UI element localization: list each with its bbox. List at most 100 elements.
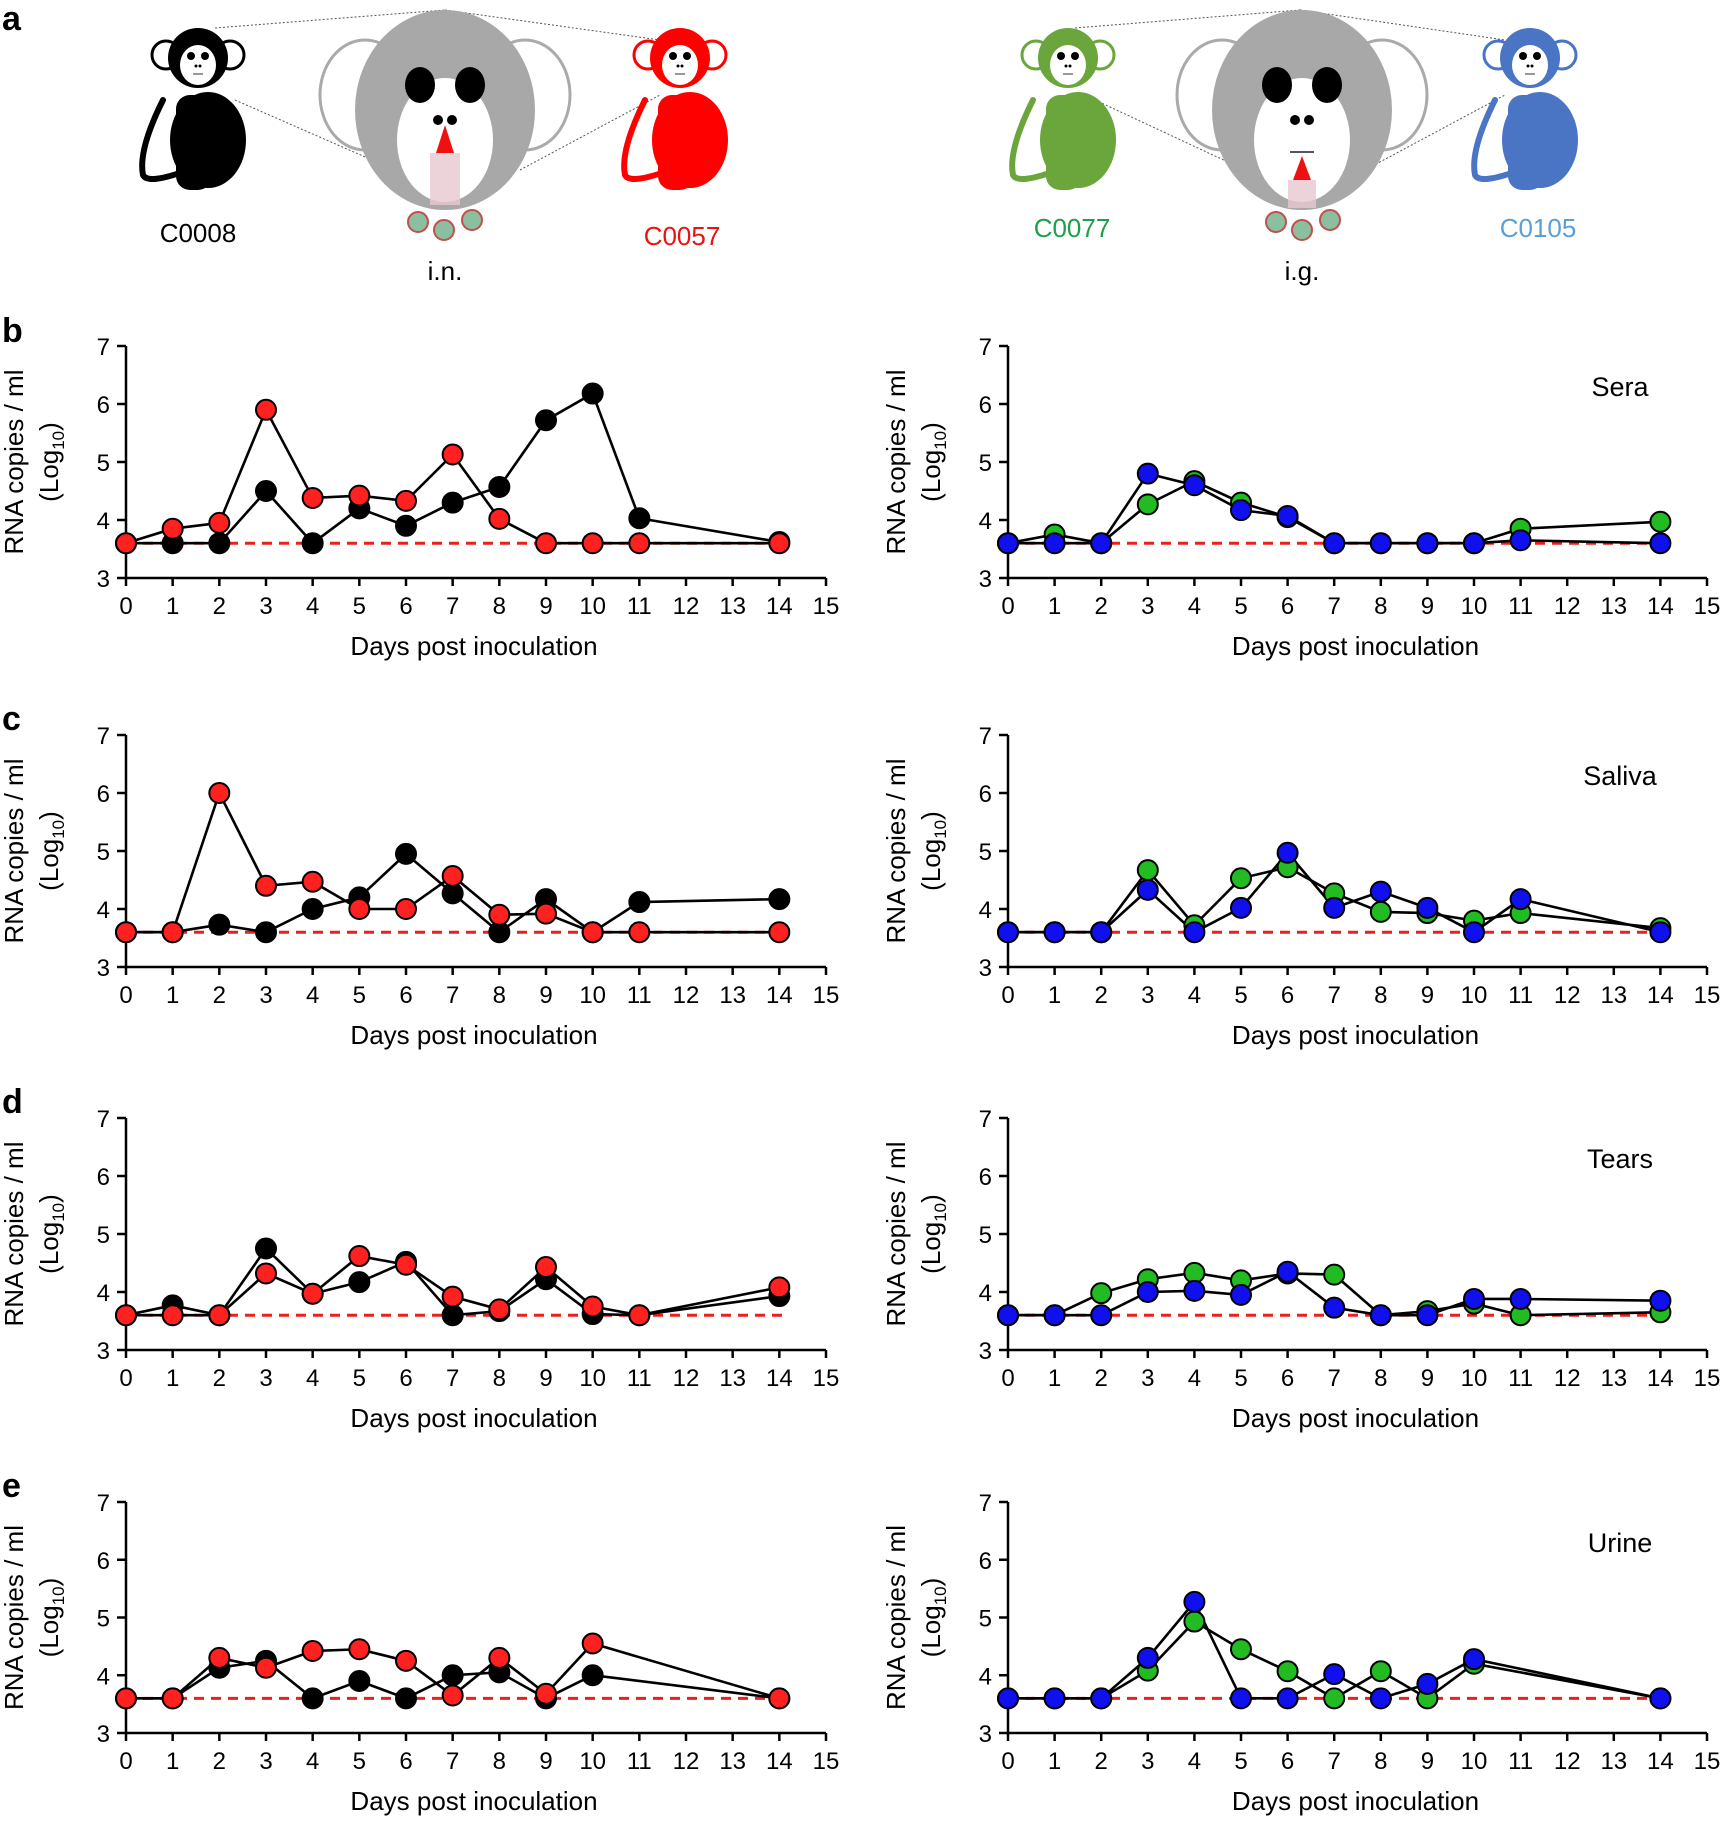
data-point-C0105 — [1369, 532, 1392, 555]
data-point-C0008 — [441, 1304, 464, 1327]
x-tick-label: 13 — [1600, 593, 1627, 620]
y-tick-label: 4 — [97, 1663, 110, 1690]
chart-title: Saliva — [1583, 761, 1658, 791]
y-tick-label: 5 — [979, 450, 992, 477]
y-axis-unit: (Log10) — [916, 1578, 950, 1658]
data-point-C0105 — [1090, 921, 1113, 944]
data-point-C0077 — [1369, 900, 1392, 923]
y-tick-label: 7 — [97, 1490, 110, 1517]
data-point-C0008 — [255, 1237, 277, 1260]
data-point-C0057 — [488, 1646, 511, 1669]
x-tick-label: 7 — [446, 1748, 459, 1775]
data-point-C0105 — [997, 1304, 1019, 1327]
x-tick-label: 3 — [259, 593, 272, 620]
x-tick-label: 0 — [119, 982, 132, 1009]
data-point-C0008 — [395, 1687, 417, 1710]
x-tick-label: 4 — [1188, 593, 1201, 620]
data-point-C0057 — [208, 782, 231, 804]
data-point-C0057 — [535, 1682, 557, 1705]
x-tick-label: 11 — [627, 1748, 652, 1775]
data-point-C0105 — [1136, 1281, 1159, 1303]
x-tick-label: 9 — [539, 1748, 552, 1775]
x-tick-label: 7 — [1328, 1365, 1341, 1392]
y-axis-label: RNA copies / ml — [881, 759, 911, 944]
data-point-C0105 — [1416, 532, 1439, 555]
data-point-C0008 — [628, 891, 651, 914]
data-point-C0008 — [535, 409, 557, 432]
y-tick-label: 4 — [979, 1663, 992, 1690]
x-tick-label: 0 — [1001, 1748, 1014, 1775]
x-tick-label: 4 — [306, 593, 319, 620]
data-point-C0105 — [1416, 1304, 1439, 1327]
data-point-C0008 — [768, 888, 791, 911]
data-point-C0077 — [1276, 1660, 1299, 1683]
animal-label-C0105: C0105 — [1500, 213, 1577, 243]
y-axis-unit: (Log10) — [34, 811, 68, 891]
x-tick-label: 14 — [1647, 1748, 1674, 1775]
x-axis-label: Days post inoculation — [350, 1786, 597, 1816]
x-tick-label: 8 — [493, 1365, 506, 1392]
y-tick-label: 6 — [97, 392, 110, 419]
data-point-C0057 — [488, 1298, 511, 1321]
x-tick-label: 1 — [1048, 593, 1061, 620]
chart-title: Urine — [1588, 1528, 1653, 1558]
x-tick-label: 3 — [1141, 1748, 1154, 1775]
route-label-ig: i.g. — [1285, 256, 1320, 286]
chart-title: Tears — [1587, 1144, 1653, 1174]
data-point-C0105 — [1043, 1304, 1066, 1327]
data-point-C0105 — [997, 1687, 1019, 1710]
data-point-C0008 — [441, 491, 464, 514]
data-point-C0008 — [255, 921, 277, 944]
x-axis-label: Days post inoculation — [1232, 631, 1479, 661]
data-point-C0077 — [1230, 1638, 1252, 1661]
data-point-C0105 — [1416, 896, 1439, 919]
data-point-C0057 — [441, 443, 464, 466]
x-tick-label: 5 — [1234, 982, 1247, 1009]
x-tick-label: 14 — [766, 1748, 793, 1775]
y-tick-label: 6 — [97, 1164, 110, 1191]
data-point-C0057 — [115, 532, 137, 555]
data-point-C0105 — [1230, 1687, 1252, 1710]
x-tick-label: 13 — [1600, 982, 1627, 1009]
y-tick-label: 7 — [979, 723, 992, 750]
x-tick-label: 4 — [306, 1365, 319, 1392]
x-tick-label: 6 — [399, 982, 412, 1009]
data-point-C0057 — [301, 486, 324, 509]
x-tick-label: 11 — [627, 982, 652, 1009]
data-point-C0105 — [1183, 921, 1206, 944]
y-tick-label: 5 — [97, 1606, 110, 1633]
y-tick-label: 6 — [97, 1548, 110, 1575]
series-line-C0057 — [126, 789, 780, 934]
y-axis-label: RNA copies / ml — [881, 1525, 911, 1710]
data-point-C0105 — [1230, 1283, 1252, 1306]
y-tick-label: 5 — [97, 839, 110, 866]
x-tick-label: 11 — [1508, 1365, 1533, 1392]
x-tick-label: 6 — [1281, 1365, 1294, 1392]
x-tick-label: 8 — [1374, 593, 1387, 620]
y-axis-label: RNA copies / ml — [0, 1142, 29, 1327]
x-tick-label: 13 — [719, 1748, 746, 1775]
data-point-C0057 — [395, 489, 417, 512]
data-point-C0057 — [581, 532, 604, 555]
y-tick-label: 5 — [979, 839, 992, 866]
data-point-C0105 — [1276, 1260, 1299, 1283]
x-tick-label: 15 — [1694, 1748, 1721, 1775]
x-tick-label: 0 — [1001, 1365, 1014, 1392]
monkey-face-left-icon — [214, 9, 661, 241]
x-tick-label: 9 — [1421, 1748, 1434, 1775]
data-point-C0057 — [255, 1656, 277, 1679]
data-point-C0105 — [997, 532, 1019, 555]
x-tick-label: 14 — [766, 982, 793, 1009]
x-tick-label: 8 — [493, 982, 506, 1009]
data-point-C0105 — [1463, 921, 1485, 944]
y-tick-label: 5 — [979, 1222, 992, 1249]
x-tick-label: 2 — [213, 1748, 226, 1775]
data-point-C0008 — [301, 1687, 324, 1710]
y-axis-label: RNA copies / ml — [881, 370, 911, 555]
x-tick-label: 15 — [813, 1748, 840, 1775]
y-tick-label: 7 — [979, 1490, 992, 1517]
data-point-C0105 — [1043, 532, 1066, 555]
x-tick-label: 5 — [353, 1365, 366, 1392]
